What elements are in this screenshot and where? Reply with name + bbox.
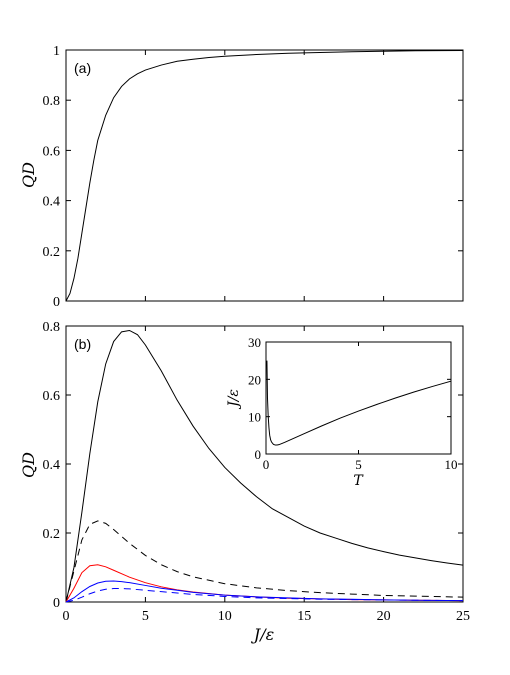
panel-a-label: (a): [74, 60, 91, 76]
x-tick-label: 5: [355, 457, 362, 472]
panel-b-series-2: [65, 520, 464, 603]
y-tick-label: 0.4: [43, 195, 61, 210]
panel-b-series-5: [65, 588, 464, 603]
y-tick-label: 10: [248, 410, 261, 425]
panel-b-series-3: [65, 564, 464, 603]
y-tick-label: 0.6: [43, 389, 61, 404]
x-tick-label: 0: [263, 457, 270, 472]
inset-series-line: [266, 360, 452, 446]
y-tick-label: 1: [53, 44, 60, 59]
y-tick-label: 20: [248, 372, 261, 387]
panel-a-ticks: 0 0.2 0.4 0.6 0.8 1: [43, 44, 464, 310]
y-tick-label: 0.8: [43, 94, 61, 109]
y-tick-label: 0: [53, 295, 60, 310]
panel-b-series-1: [65, 329, 464, 603]
x-tick-label: 0: [63, 609, 70, 624]
panel-a-series-line: [65, 50, 464, 302]
y-tick-label: 0.2: [43, 245, 61, 260]
y-tick-label: 0: [53, 596, 60, 611]
panel-a-frame: [65, 49, 464, 302]
panel-b: (b) QD J/ε 0 5 10 15 20 25 0 0.2 0.4 0.6 0.8 J/ε T…: [19, 320, 470, 644]
panel-a-y-axis-title: QD: [19, 162, 38, 188]
y-tick-label: 0: [255, 447, 262, 462]
panel-a: (a) QD 0 0.2 0.4 0.6 0.8 1: [19, 44, 464, 310]
panel-b-x-axis-title: J/ε: [251, 625, 274, 644]
inset-background: [266, 342, 451, 454]
x-tick-label: 25: [456, 609, 470, 624]
inset-ticks: 0 5 10 0 10 20 30: [248, 335, 458, 472]
y-tick-label: 0.8: [43, 320, 61, 335]
panel-b-ticks: 0 5 10 15 20 25 0 0.2 0.4 0.6 0.8: [43, 320, 471, 624]
y-tick-label: 30: [248, 335, 261, 350]
x-tick-label: 15: [297, 609, 311, 624]
panel-b-label: (b): [74, 336, 91, 352]
panel-b-series-4: [65, 580, 464, 603]
inset-y-axis-title: J/ε: [226, 389, 242, 410]
inset-chart: J/ε T 0 5 10 0 10 20 30: [226, 335, 458, 489]
y-tick-label: 0.2: [43, 527, 61, 542]
x-tick-label: 10: [445, 457, 458, 472]
x-tick-label: 5: [142, 609, 149, 624]
y-tick-label: 0.6: [43, 144, 61, 159]
panel-b-y-axis-title: QD: [19, 452, 38, 478]
inset-x-axis-title: T: [353, 473, 364, 489]
x-tick-label: 10: [218, 609, 232, 624]
x-tick-label: 20: [377, 609, 391, 624]
panel-b-series-lines: [65, 329, 464, 603]
y-tick-label: 0.4: [43, 458, 61, 473]
